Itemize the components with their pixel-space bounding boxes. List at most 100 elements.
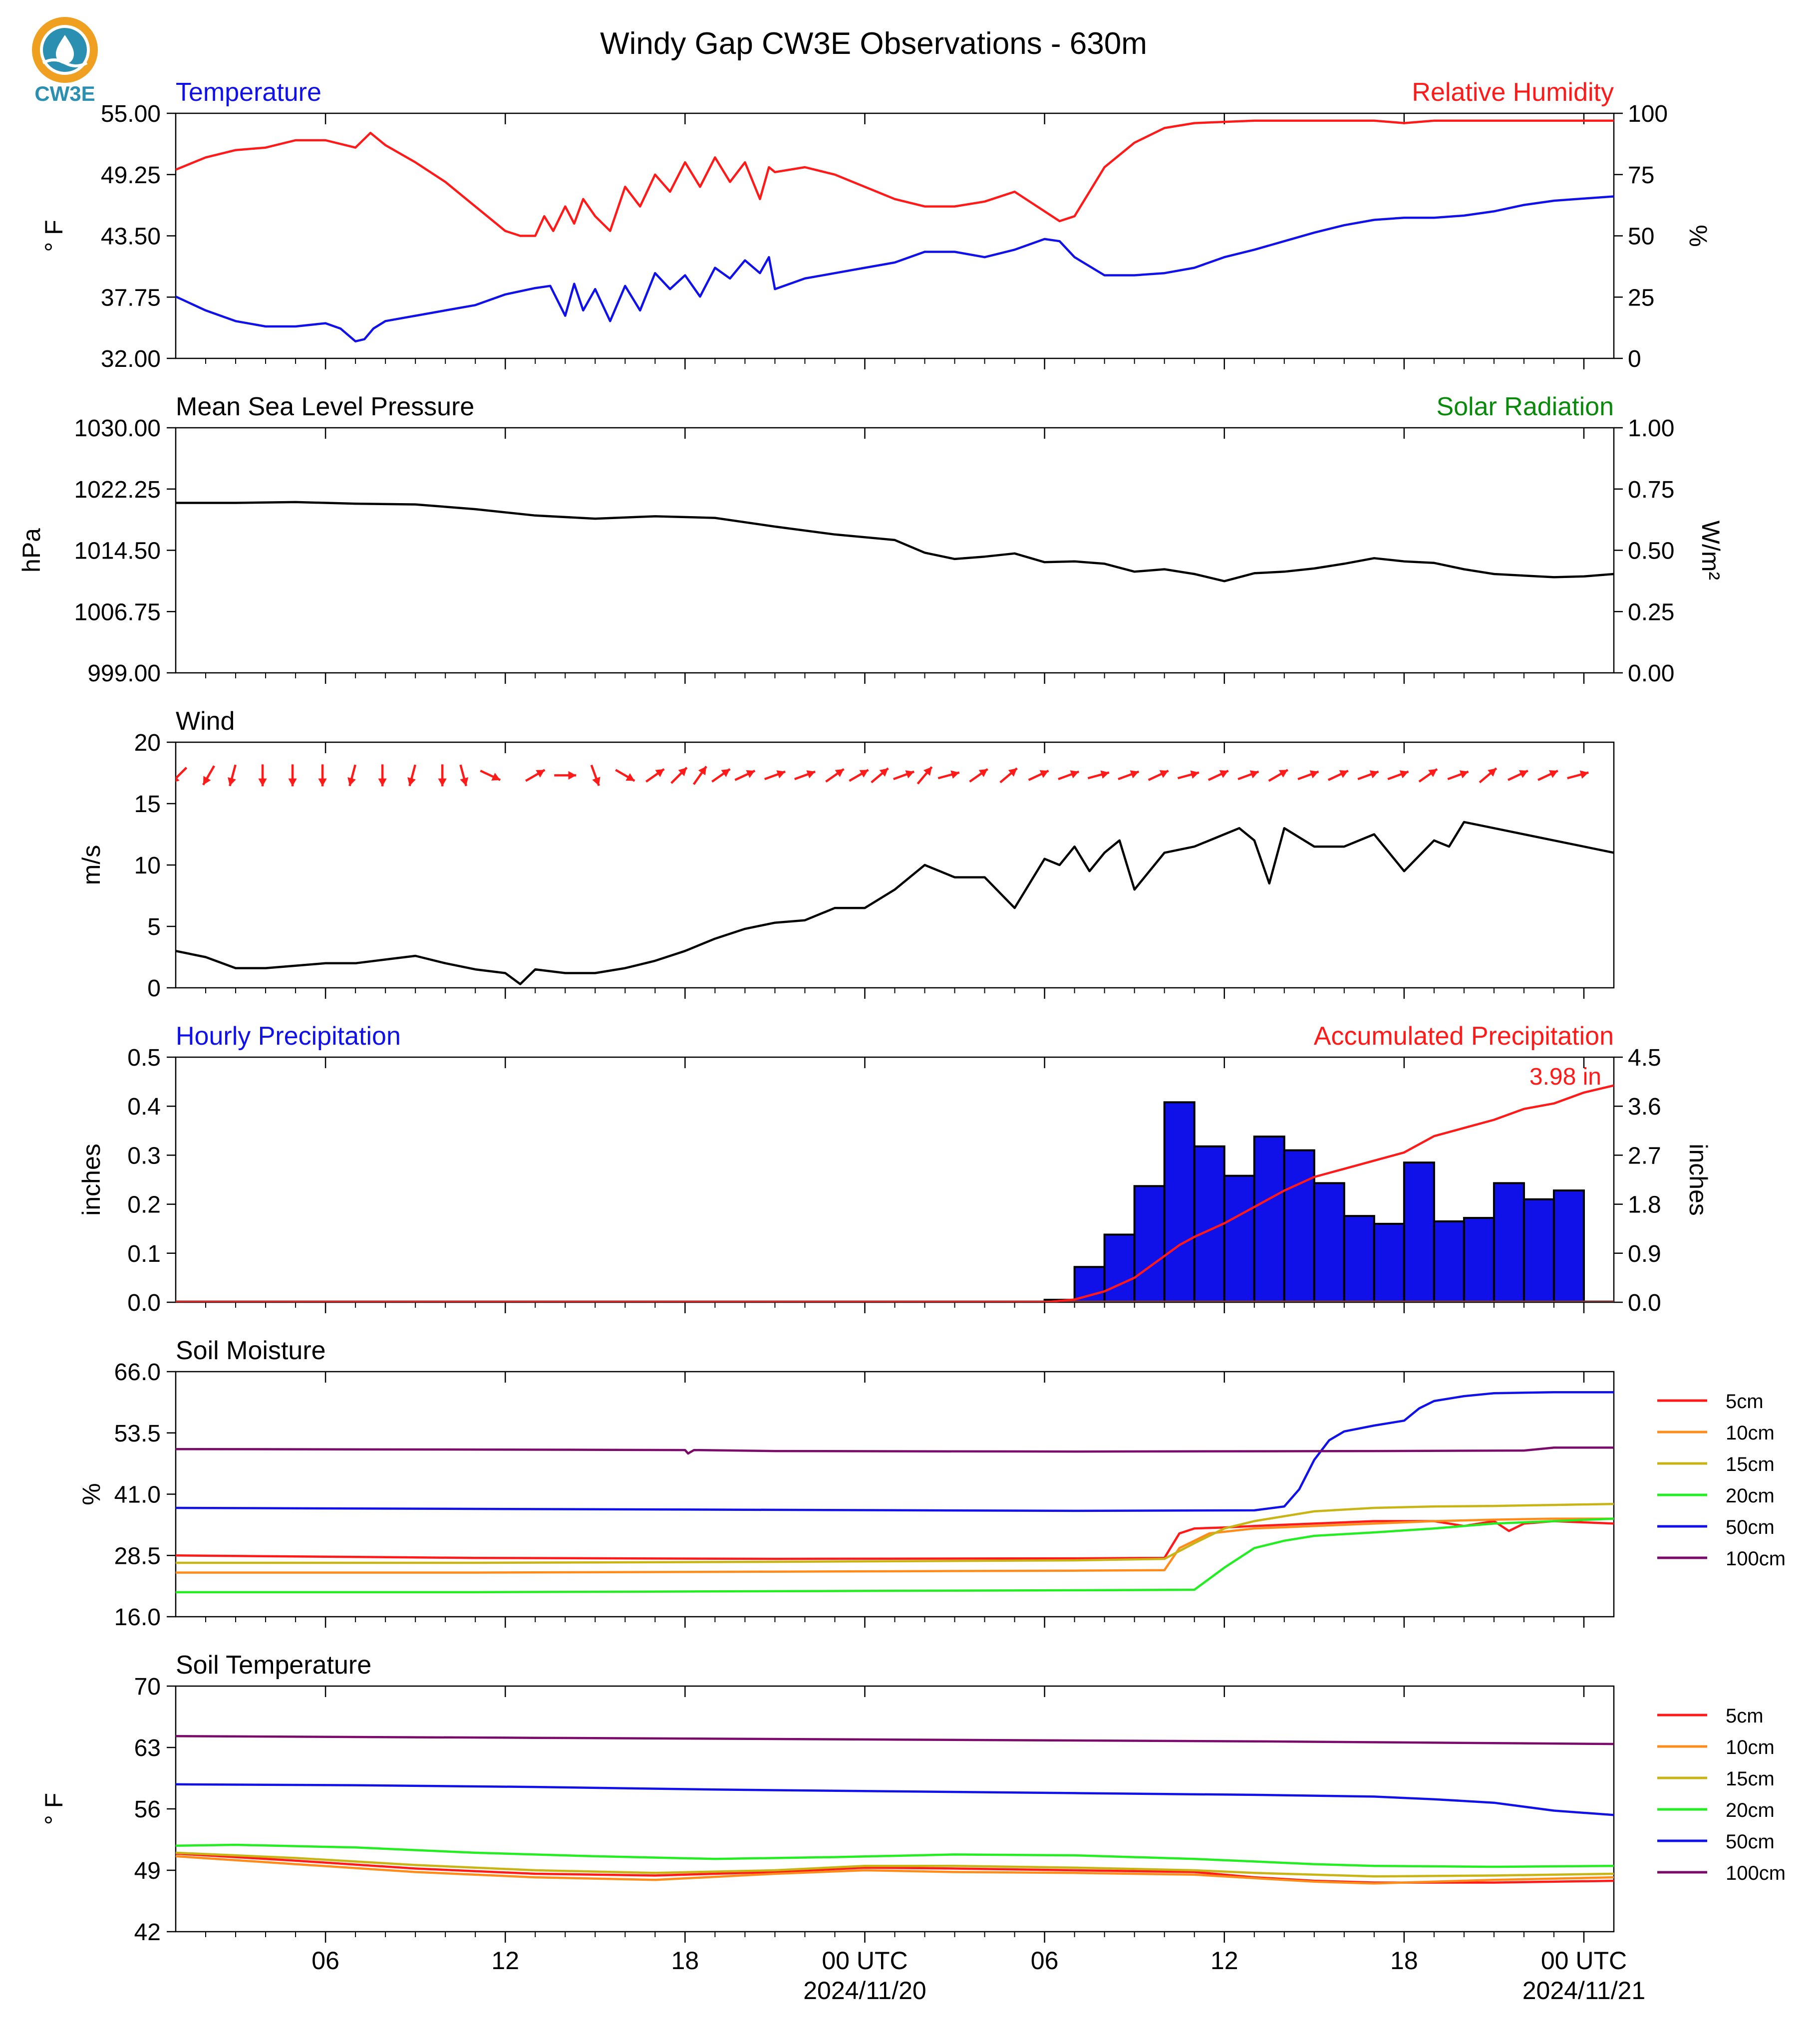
series-line-relative-humidity: [176, 119, 1614, 237]
legend: 5cm 10cm 15cm 20cm 50cm 100cm: [1657, 1705, 1786, 1884]
wind-arrow-icon: [590, 764, 601, 786]
precip-bar: [1253, 1136, 1285, 1302]
y-tick-label-left: 0.1: [127, 1241, 161, 1267]
panel-title-left: Mean Sea Level Pressure: [176, 392, 474, 421]
panel-pressure_solar: 1030.00 1022.25 1014.50 1006.75 999.00 1.00 0.…: [17, 392, 1725, 687]
wind-arrow-icon: [438, 764, 447, 787]
y-tick-label-left: 1006.75: [74, 599, 161, 625]
logo-text: CW3E: [34, 82, 95, 105]
wind-arrow-icon: [1479, 767, 1498, 784]
wind-arrow-icon: [1537, 770, 1558, 781]
panel-soil_temperature: 70 63 56 49 42 Soil Temperature ° F 5cm 10cm 15cm…: [40, 1651, 1786, 2005]
y-tick-label-right: 3.6: [1628, 1094, 1661, 1120]
y-tick-label-right: 0.9: [1628, 1241, 1661, 1267]
panel-wind: 20 15 10 5 0 Wind m/s: [77, 707, 1615, 1002]
y-axis-label-left: hPa: [17, 528, 45, 573]
wind-arrow-icon: [916, 766, 933, 785]
wind-arrow-icon: [554, 771, 577, 780]
y-tick-label-left: 5: [147, 914, 161, 940]
wind-arrow-icon: [1208, 770, 1229, 781]
wind-arrow-icon: [1148, 770, 1169, 781]
panel-title-left: Wind: [176, 707, 235, 736]
y-tick-label-right: 2.7: [1628, 1143, 1661, 1169]
panel-title-left: Temperature: [176, 78, 321, 107]
y-tick-label-left: 66.0: [114, 1359, 161, 1386]
legend-label: 10cm: [1726, 1737, 1775, 1758]
y-tick-label-left: 0.5: [127, 1045, 161, 1071]
wind-arrow-icon: [347, 764, 356, 787]
x-tick-label: 06: [311, 1947, 339, 1975]
legend-label: 50cm: [1726, 1516, 1775, 1538]
wind-arrow-icon: [378, 764, 387, 787]
y-tick-label-left: 28.5: [114, 1543, 161, 1569]
wind-arrow-icon: [258, 764, 267, 787]
precip-bar: [1463, 1217, 1495, 1302]
panel-soil_moisture: 66.0 53.5 41.0 28.5 16.0 Soil Moisture% 5cm 10c…: [77, 1336, 1786, 1631]
y-tick-label-left: 63: [134, 1735, 161, 1761]
precip-bar: [1073, 1266, 1106, 1302]
y-axis-label-left: m/s: [77, 845, 105, 885]
wind-arrow-icon: [734, 770, 756, 781]
chart-panels: 55.0049.2543.5037.7532.001007550250Tempe…: [17, 78, 1786, 2005]
y-tick-label-left: 15: [134, 791, 161, 818]
series-line-100cm: [176, 1735, 1614, 1745]
series-line-accumulated-precipitation: [176, 1084, 1614, 1302]
precip-bar: [1223, 1174, 1255, 1302]
y-tick-label-right: 0.00: [1628, 660, 1674, 687]
wind-arrow-icon: [1087, 770, 1110, 780]
legend-label: 50cm: [1726, 1831, 1775, 1853]
y-tick-label-left: 56: [134, 1796, 161, 1823]
series-line-5cm: [176, 1520, 1614, 1560]
logo-ring-icon: [32, 17, 98, 83]
wind-arrow-icon: [999, 767, 1018, 784]
y-tick-label-left: 49.25: [101, 162, 161, 189]
cw3e-logo: CW3E: [32, 17, 98, 105]
wind-arrow-icon: [318, 764, 327, 787]
legend: 5cm 10cm 15cm 20cm 50cm 100cm: [1657, 1391, 1786, 1570]
wind-arrow-icon: [871, 767, 889, 784]
precip-bar: [1283, 1149, 1315, 1302]
y-tick-label-left: 0.4: [127, 1094, 161, 1120]
precip-bar: [1163, 1101, 1196, 1302]
precip-bar: [1313, 1182, 1345, 1302]
wind-arrow-icon: [1118, 770, 1140, 781]
legend-label: 20cm: [1726, 1485, 1775, 1507]
y-tick-label-left: 0.0: [127, 1290, 161, 1316]
y-tick-label-left: 1030.00: [74, 415, 161, 442]
plot-area: [176, 119, 1614, 343]
legend-label: 100cm: [1726, 1862, 1786, 1884]
y-tick-label-right: 0.50: [1628, 538, 1674, 565]
y-tick-label-left: 10: [134, 853, 161, 879]
wind-arrow-icon: [1177, 770, 1200, 780]
legend-label: 10cm: [1726, 1422, 1775, 1444]
y-axis-label-left: %: [77, 1483, 105, 1505]
wind-arrow-icon: [228, 764, 237, 787]
panel-precip: 0.5 0.4 0.3 0.2 0.1 0.0 4.5 3.6 2.7 1.8 0.9 0.0 Hour…: [77, 1022, 1712, 1316]
x-tick-label: 18: [1390, 1947, 1418, 1975]
x-tick-label: 06: [1031, 1947, 1059, 1975]
x-date-label: 2024/11/20: [803, 1977, 926, 2005]
panel-temperature_rh: 55.00 49.25 43.50 37.75 32.00 100 75 50 25 0 Tempe…: [40, 78, 1712, 372]
wind-arrow-icon: [1327, 770, 1349, 781]
legend-label: 5cm: [1726, 1391, 1764, 1413]
y-tick-label-right: 0.25: [1628, 599, 1674, 625]
plot-area: [176, 764, 1614, 985]
precip-bar: [1433, 1220, 1465, 1302]
panel-title-left: Hourly Precipitation: [176, 1022, 401, 1051]
precip-bar: [1343, 1215, 1375, 1302]
precip-bar: [1133, 1185, 1166, 1302]
wind-arrow-icon: [937, 770, 960, 780]
wind-arrow-icon: [288, 764, 297, 787]
series-line-100cm: [176, 1446, 1614, 1455]
panel-title-right: Solar Radiation: [1436, 392, 1614, 421]
precip-bar: [1403, 1161, 1435, 1302]
wind-arrow-icon: [1357, 770, 1379, 781]
wind-arrow-icon: [1418, 768, 1438, 783]
precip-bar: [1493, 1182, 1525, 1302]
wind-arrow-icon: [480, 770, 501, 781]
y-tick-label-left: 0: [147, 975, 161, 1002]
series-line-wind: [176, 821, 1614, 985]
precip-bar: [1103, 1233, 1136, 1302]
wind-arrow-icon: [407, 764, 417, 787]
wind-arrow-icon: [1268, 769, 1288, 782]
